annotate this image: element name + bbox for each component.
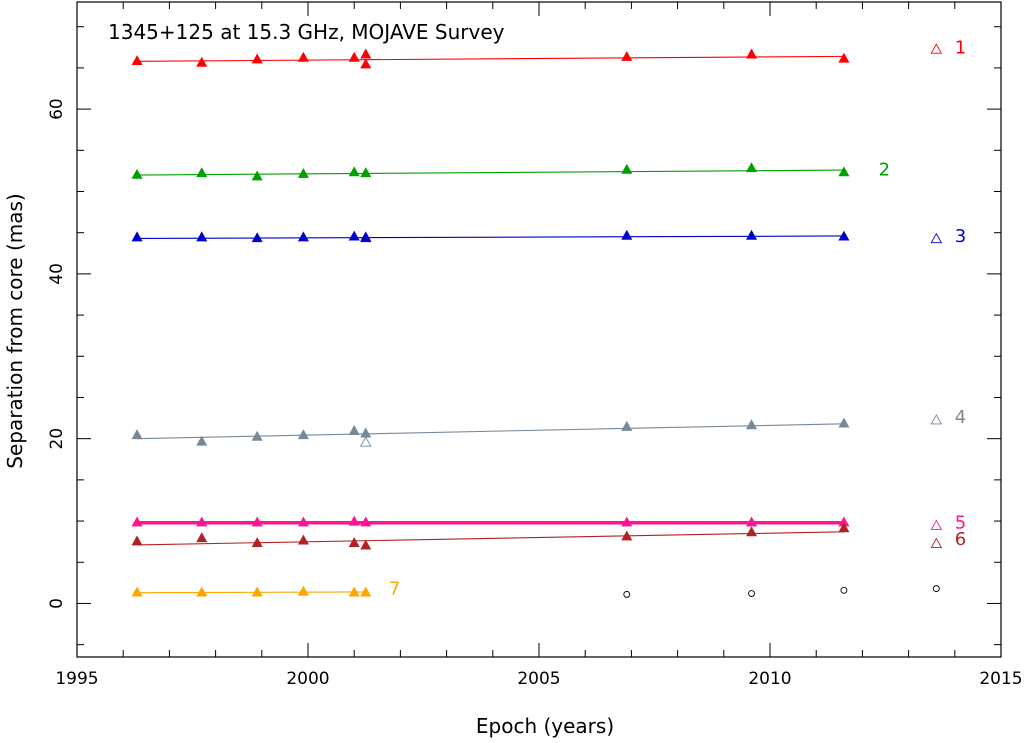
data-point: [621, 516, 633, 527]
data-point: [297, 51, 309, 62]
data-point: [348, 230, 360, 241]
data-point: [131, 231, 143, 242]
data-point: [360, 48, 372, 59]
x-tick-label: 2015: [979, 669, 1022, 689]
data-point: [746, 229, 758, 240]
data-point: [623, 590, 631, 598]
data-point: [131, 429, 143, 440]
data-point: [360, 58, 372, 69]
series-label: 2: [879, 159, 890, 180]
data-point: [838, 230, 850, 241]
data-point: [348, 166, 360, 177]
x-tick-label: 1995: [55, 669, 98, 689]
y-tick-label: 40: [47, 263, 67, 285]
data-point: [297, 534, 309, 545]
y-tick-label: 60: [47, 98, 67, 120]
data-point: [348, 537, 360, 548]
data-point: [131, 55, 143, 66]
data-point: [196, 56, 208, 67]
data-point: [196, 167, 208, 178]
data-point: [746, 419, 758, 430]
data-point: [360, 586, 372, 597]
data-point: [621, 51, 633, 61]
data-point: [297, 231, 309, 242]
data-point: [196, 586, 208, 597]
fit-line: [137, 591, 366, 594]
data-point: [131, 586, 143, 597]
data-point: [251, 170, 263, 181]
data-point: [297, 516, 309, 527]
series-label: 4: [955, 407, 966, 428]
data-point: [360, 516, 372, 527]
data-point: [621, 229, 633, 240]
data-point: [746, 162, 758, 173]
open-point: [359, 436, 372, 447]
x-axis-label: Epoch (years): [476, 714, 614, 738]
data-point: [297, 167, 309, 178]
data-point: [838, 166, 850, 177]
data-point: [348, 515, 360, 526]
data-point: [131, 168, 143, 179]
series-label: 1: [955, 37, 966, 58]
y-tick-label: 0: [47, 598, 67, 609]
data-point: [251, 430, 263, 441]
fit-line: [137, 169, 844, 176]
data-point: [360, 539, 372, 550]
y-axis-label: Separation from core (mas): [3, 193, 27, 468]
data-point: [297, 429, 309, 440]
series-label: 5: [955, 513, 966, 534]
data-point: [251, 232, 263, 243]
data-point: [196, 532, 208, 543]
series-label: 6: [955, 529, 966, 550]
data-point: [838, 52, 850, 63]
x-tick-label: 2010: [748, 669, 791, 689]
data-point: [748, 590, 755, 598]
data-point: [251, 586, 263, 597]
data-point: [840, 586, 848, 594]
data-point: [621, 163, 633, 174]
data-point: [746, 48, 758, 59]
data-point: [196, 516, 208, 527]
data-point: [621, 530, 633, 541]
open-point: [930, 43, 943, 54]
data-point: [131, 535, 143, 546]
data-point: [360, 167, 372, 178]
x-tick-label: 2005: [517, 669, 560, 689]
data-point: [348, 51, 360, 62]
x-tick-label: 2000: [286, 669, 329, 689]
data-point: [297, 585, 309, 596]
data-point: [360, 232, 372, 243]
data-point: [348, 425, 360, 435]
data-point: [251, 516, 263, 527]
data-point: [932, 585, 940, 593]
series-label: 7: [389, 579, 400, 600]
open-point: [930, 232, 943, 244]
open-point: [930, 537, 943, 548]
data-point: [251, 537, 263, 548]
y-tick-label: 20: [47, 428, 67, 450]
chart-title: 1345+125 at 15.3 GHz, MOJAVE Survey: [108, 20, 505, 44]
data-point: [196, 435, 208, 446]
data-point: [838, 522, 850, 533]
open-point: [930, 414, 943, 425]
data-point: [838, 417, 850, 428]
data-point: [746, 516, 758, 527]
open-point: [930, 519, 943, 530]
data-point: [196, 231, 208, 242]
data-point: [621, 420, 633, 431]
data-point: [348, 586, 360, 597]
data-point: [131, 516, 143, 527]
data-point: [746, 526, 758, 537]
data-point: [251, 53, 263, 64]
series-label: 3: [955, 226, 966, 247]
